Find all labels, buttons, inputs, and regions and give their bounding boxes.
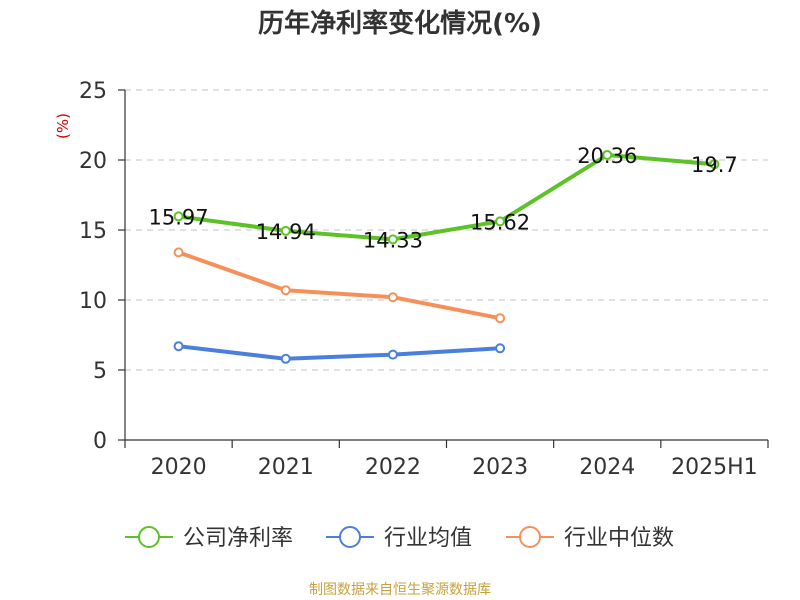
data-point — [602, 149, 613, 160]
data-labels: 15.97 14.94 14.33 15.62 20.36 19.7 — [149, 144, 738, 252]
data-point — [173, 211, 184, 222]
y-tick-label: 5 — [93, 359, 107, 384]
legend-label: 行业中位数 — [564, 526, 674, 551]
data-label: 15.97 — [149, 205, 209, 229]
data-point — [173, 341, 184, 352]
legend-label: 公司净利率 — [183, 526, 293, 551]
x-tick-label: 2024 — [579, 455, 635, 480]
chart-title: 历年净利率变化情况(%) — [258, 8, 542, 39]
series-lines — [173, 149, 720, 364]
legend-label: 行业均值 — [384, 526, 472, 551]
data-point — [387, 292, 398, 303]
legend-marker — [519, 526, 541, 548]
y-tick-label: 10 — [79, 289, 107, 314]
data-label: 15.62 — [470, 210, 530, 234]
data-point — [495, 313, 506, 324]
x-tick-label: 2021 — [258, 455, 314, 480]
legend-marker — [339, 526, 361, 548]
series-line-1 — [176, 152, 717, 242]
data-point — [173, 247, 184, 258]
data-point — [709, 159, 720, 170]
y-axis-unit-label: (%) — [54, 113, 72, 139]
data-source-note: 制图数据来自恒生聚源数据库 — [309, 582, 491, 598]
y-tick-label: 25 — [79, 79, 107, 104]
y-tick-label: 20 — [79, 149, 107, 174]
data-point — [280, 225, 291, 236]
data-label: 14.94 — [256, 220, 316, 244]
series-line-2 — [176, 344, 503, 361]
legend-marker — [138, 526, 160, 548]
axes: 0 5 10 15 20 25 2020 2021 2022 2023 2024 2025H1 — [79, 79, 769, 480]
data-point — [280, 353, 291, 364]
data-point — [387, 234, 398, 245]
x-tick-label: 2023 — [472, 455, 528, 480]
y-tick-label: 15 — [79, 219, 107, 244]
data-point — [495, 216, 506, 227]
x-tick-label: 2020 — [151, 455, 207, 480]
legend: 公司净利率 行业均值 行业中位数 — [125, 526, 674, 551]
data-point — [387, 349, 398, 360]
x-tick-label: 2025H1 — [671, 455, 758, 480]
y-tick-label: 0 — [93, 429, 107, 454]
data-point — [280, 285, 291, 296]
data-label: 19.7 — [691, 153, 738, 177]
data-label: 14.33 — [363, 228, 423, 252]
series-line-3 — [176, 250, 503, 321]
data-label: 20.36 — [577, 144, 637, 168]
x-tick-label: 2022 — [365, 455, 421, 480]
data-point — [495, 343, 506, 354]
